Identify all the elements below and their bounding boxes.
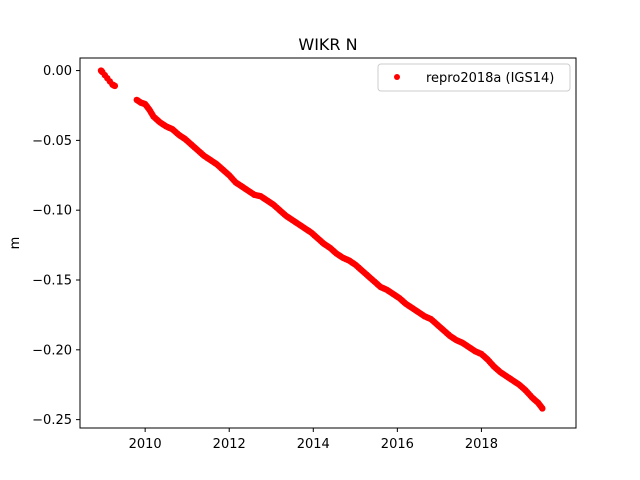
x-tick-label: 2018 bbox=[465, 437, 498, 452]
legend-box bbox=[377, 63, 571, 92]
y-axis-label: m bbox=[8, 237, 23, 250]
x-tick-label: 2014 bbox=[297, 437, 330, 452]
data-point bbox=[111, 82, 119, 90]
y-tick-label: −0.25 bbox=[32, 413, 72, 428]
x-tick-label: 2010 bbox=[129, 437, 162, 452]
data-point bbox=[539, 405, 546, 412]
legend: repro2018a (IGS14) bbox=[377, 63, 571, 92]
y-tick-label: −0.20 bbox=[32, 343, 72, 358]
y-tick-label: −0.10 bbox=[32, 204, 72, 219]
x-tick-label: 2016 bbox=[381, 437, 414, 452]
chart-title: WIKR N bbox=[298, 35, 357, 54]
y-axis-ticks: 0.00 −0.05 −0.10 −0.15 −0.20 −0.25 bbox=[32, 64, 80, 428]
y-tick-label: −0.15 bbox=[32, 274, 72, 289]
legend-marker bbox=[394, 74, 400, 80]
legend-label: repro2018a (IGS14) bbox=[426, 71, 554, 86]
x-axis-ticks: 2010 2012 2014 2016 2018 bbox=[129, 428, 498, 452]
y-tick-label: −0.05 bbox=[32, 134, 72, 149]
x-tick-label: 2012 bbox=[213, 437, 246, 452]
y-tick-label: 0.00 bbox=[43, 64, 72, 79]
plot-frame bbox=[79, 57, 577, 429]
data-points-group bbox=[97, 67, 546, 412]
